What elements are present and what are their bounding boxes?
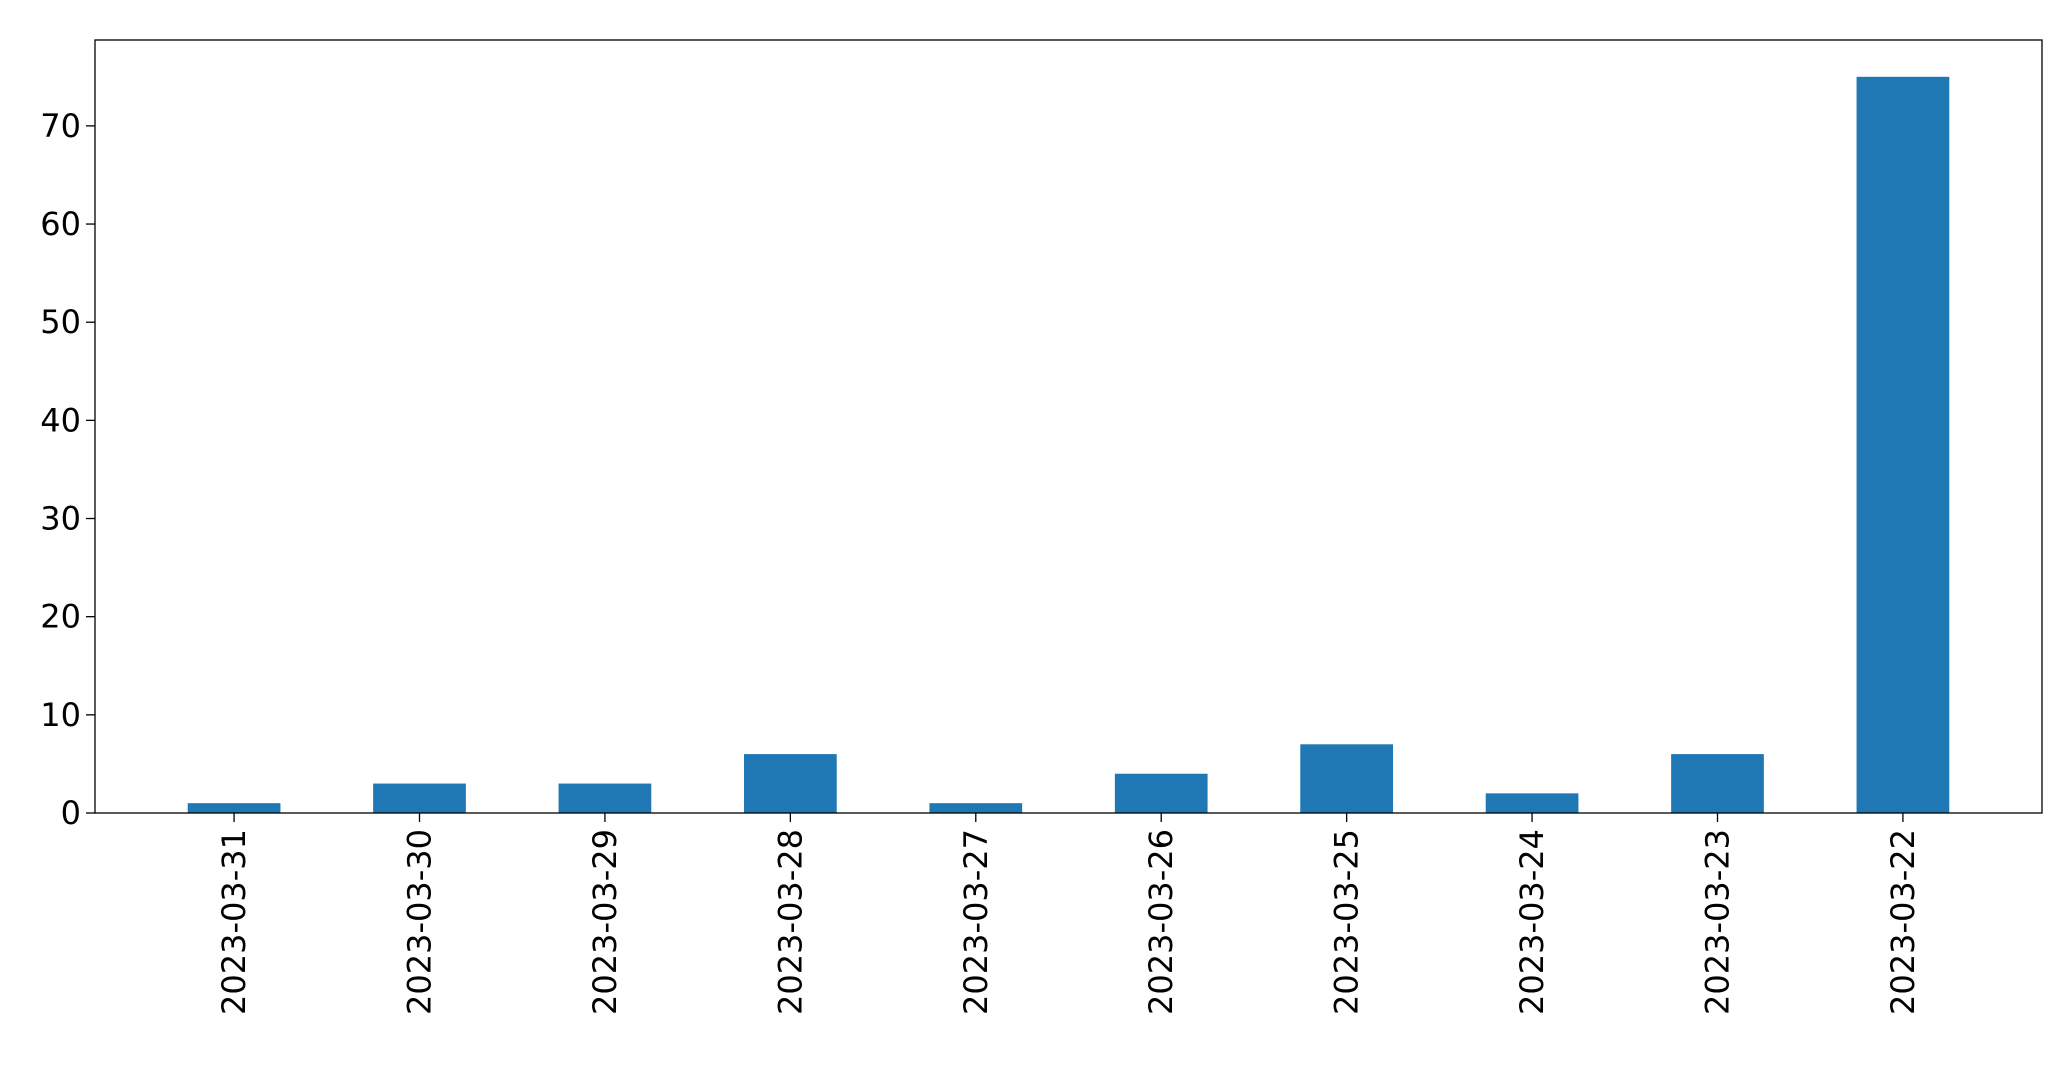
y-tick-label: 0 <box>61 794 81 832</box>
bar <box>929 803 1023 813</box>
y-tick-label: 20 <box>40 598 81 636</box>
y-axis: 0 10 20 30 40 50 60 70 <box>40 107 95 832</box>
x-tick-label: 2023-03-25 <box>1328 829 1366 1015</box>
bar <box>373 783 466 813</box>
x-tick-label: 2023-03-23 <box>1699 829 1737 1015</box>
bar <box>744 754 837 813</box>
y-tick-label: 10 <box>40 696 81 734</box>
x-tick-label: 2023-03-29 <box>586 829 624 1015</box>
bar <box>1114 773 1208 813</box>
x-tick-label: 2023-03-30 <box>401 829 439 1015</box>
y-tick-label: 30 <box>40 500 81 538</box>
x-axis: 2023-03-31 2023-03-30 2023-03-29 2023-03-28… <box>215 813 1922 1015</box>
x-tick-label: 2023-03-24 <box>1513 829 1551 1015</box>
bar <box>558 783 652 813</box>
bar <box>187 803 281 813</box>
y-tick-label: 70 <box>40 107 81 145</box>
y-tick-label: 50 <box>40 303 81 341</box>
y-tick-label: 40 <box>40 401 81 439</box>
bar <box>1671 754 1764 813</box>
x-tick-label: 2023-03-22 <box>1884 829 1922 1015</box>
x-tick-label: 2023-03-27 <box>957 829 995 1015</box>
y-tick-label: 60 <box>40 205 81 243</box>
bar <box>1300 744 1393 813</box>
bar <box>1485 793 1579 813</box>
bar <box>1856 76 1950 814</box>
bars-group <box>187 76 1950 814</box>
plot-frame <box>94 39 2043 814</box>
x-tick-label: 2023-03-26 <box>1142 829 1180 1015</box>
x-tick-label: 2023-03-28 <box>771 829 809 1015</box>
x-tick-label: 2023-03-31 <box>215 829 253 1015</box>
